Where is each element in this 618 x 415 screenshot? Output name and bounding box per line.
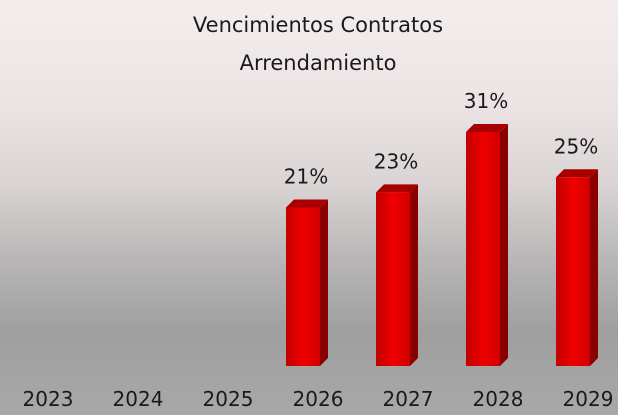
value-label: 31% xyxy=(464,89,508,113)
bar xyxy=(376,184,418,366)
x-tick-label: 2027 xyxy=(383,387,434,411)
x-tick-label: 2023 xyxy=(23,387,74,411)
chart-title: Vencimientos Contratos Arrendamiento xyxy=(168,6,468,82)
x-tick-label: 2029 xyxy=(563,387,614,411)
x-tick-label: 2028 xyxy=(473,387,524,411)
value-label: 21% xyxy=(284,164,328,188)
x-tick-label: 2024 xyxy=(113,387,164,411)
value-label: 25% xyxy=(554,134,598,158)
value-label: 23% xyxy=(374,149,418,173)
page: 2023 2024 2025 2026 21% 2027 23% 2028 31% 2029 25%… xyxy=(0,0,618,415)
x-tick-label: 2026 xyxy=(293,387,344,411)
bar xyxy=(556,169,598,366)
bar xyxy=(286,199,328,366)
bar xyxy=(466,124,508,366)
x-tick-label: 2025 xyxy=(203,387,254,411)
